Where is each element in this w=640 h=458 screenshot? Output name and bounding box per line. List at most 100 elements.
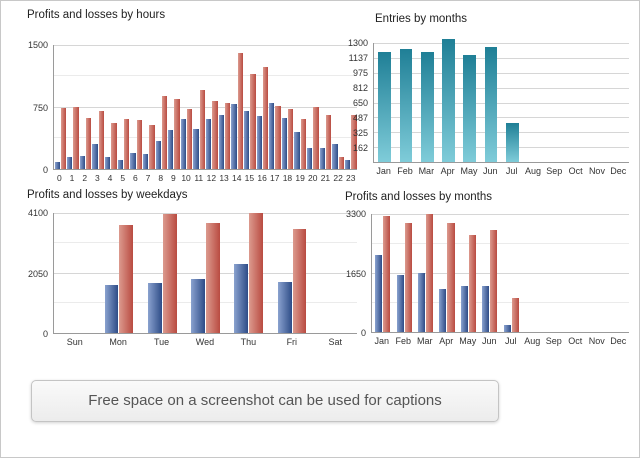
bar-losses [119,224,134,333]
bar-profits [142,154,149,169]
bar-group [395,43,416,162]
bar-losses [292,229,307,333]
gridline [374,117,629,119]
bar-group [294,45,307,169]
x-axis-label: Sun [66,337,83,347]
bar-profits [460,285,468,332]
x-axis-label: May [460,166,478,176]
gridline [374,72,629,74]
bar-losses [262,67,269,169]
bar-group [184,213,227,333]
bar-groups [54,213,357,333]
bar-group [142,45,155,169]
y-tick-label: 1137 [348,53,368,64]
caption: Free space on a screenshot can be used f… [31,380,499,422]
bar-profits [482,285,490,332]
x-axis-label: Wed [195,337,215,347]
chart-profits-losses-by-weekdays: Profits and losses by weekdays 0 2050 4100… [23,187,357,350]
gridline [54,107,357,108]
bar-group [479,214,500,332]
bar-profits [243,111,250,169]
bar-group [374,43,395,162]
chart-title: Profits and losses by weekdays [27,189,188,201]
bar-group [523,43,544,162]
y-tick-label: 2050 [27,268,48,279]
y-axis-labels: 0 2050 4100 [23,208,53,339]
y-tick-label: 4100 [27,208,48,218]
gridline [374,147,629,149]
y-tick-label: 750 [32,102,48,113]
x-axis-label: Mar [417,336,433,346]
bar-group [344,45,357,169]
x-axis-label: 19 [295,173,305,183]
bar-group [105,45,118,169]
x-axis-label: Oct [568,336,583,346]
bar-group [458,214,479,332]
x-axis-label: 14 [232,173,242,183]
bar-losses [249,213,264,333]
bar-group [67,45,80,169]
x-axis-labels: Jan Feb Mar Apr May Jun Jul Aug Sep Oct Nov Dec [371,333,629,349]
bar-entries [442,39,455,162]
plot-area [53,45,357,170]
x-axis-label: Oct [568,166,583,176]
bar-losses [205,223,220,333]
bar-entries [420,52,434,162]
bar-group [270,213,313,333]
gridline [374,43,629,44]
bar-group [231,45,244,169]
bar-profits [396,274,404,332]
bar-losses [288,108,294,169]
chart-profits-losses-by-months: Profits and losses by months 0 1650 3300 J… [341,189,629,349]
bar-group [92,45,105,169]
chart-title: Profits and losses by hours [27,9,166,21]
bar-profits [218,115,224,169]
gridline-minor [372,242,629,244]
bar-group [54,45,67,169]
x-axis-label: 2 [82,173,88,183]
gridline [374,132,629,134]
bar-profits [417,273,426,332]
x-axis-label: Apr [439,336,454,346]
x-axis-label: Aug [524,336,541,346]
x-axis-label: 12 [206,173,217,183]
bar-losses [212,101,218,169]
bar-entries [484,46,498,162]
x-axis-label: 21 [320,173,331,183]
bar-losses [426,214,434,332]
gridline-minor [54,137,357,138]
x-axis-label: 4 [107,173,113,183]
x-axis-label: 7 [145,173,151,183]
bar-group [436,214,457,332]
bar-profits [206,118,212,169]
bar-profits [307,148,313,169]
bar-losses [313,107,319,169]
x-axis-label: 13 [219,173,229,183]
bar-group [243,45,256,169]
bar-profits [155,140,161,169]
bar-group [565,43,586,162]
bar-losses [174,98,180,169]
bar-profits [67,157,73,169]
x-axis-label: 6 [133,173,138,183]
y-tick-label: 975 [352,68,368,78]
bar-losses [383,215,391,332]
bar-losses [224,102,231,169]
x-axis-label: 18 [282,173,293,183]
gridline-minor [372,301,629,303]
bar-groups [374,39,629,162]
bar-entries [378,52,391,162]
bar-group [543,214,564,332]
x-axis-label: Nov [588,336,605,346]
bar-entries [505,122,519,162]
bar-profits [79,155,86,169]
bar-profits [193,128,199,169]
y-tick-label: 0 [360,328,366,338]
bar-group [281,45,294,169]
bar-losses [60,107,67,169]
bar-profits [92,144,98,169]
bar-group [608,43,629,162]
plot-area [373,39,629,163]
bar-losses [468,235,476,332]
